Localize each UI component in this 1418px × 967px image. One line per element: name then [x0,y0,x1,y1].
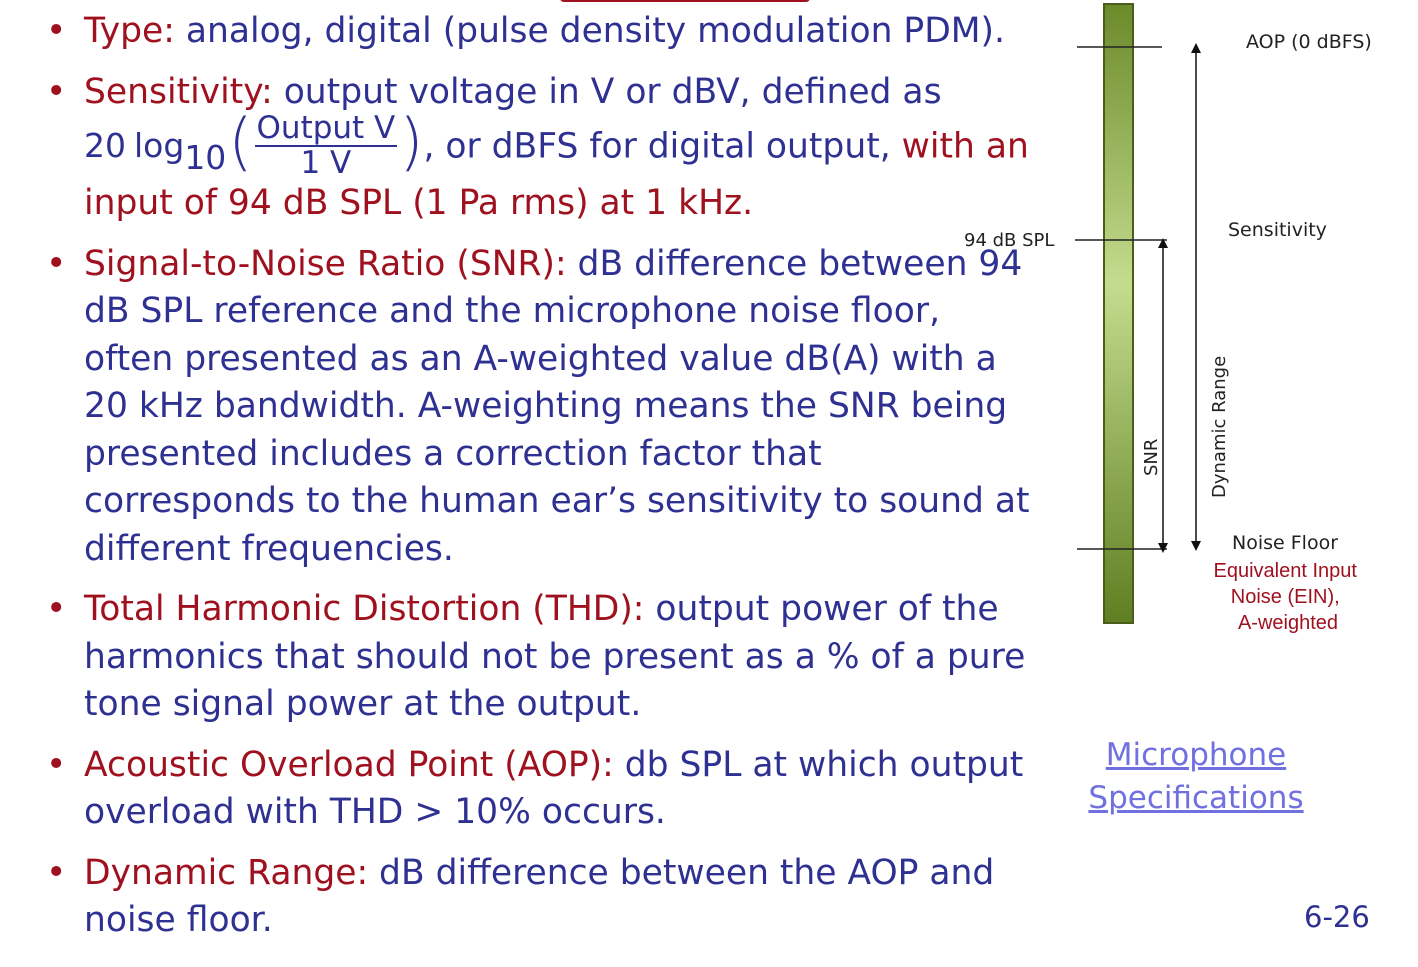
bullet-term: Signal-to-Noise Ratio (SNR): [84,243,567,284]
link-line-2: Specifications [1088,780,1304,816]
bullet-dot: • [46,11,67,51]
bullet-term: Sensitivity: [84,71,273,112]
formula-log: log [134,126,185,166]
bullet-term: Acoustic Overload Point (AOP): [84,744,614,785]
dynamic-range-label: Dynamic Range [1209,356,1230,498]
spl94-label: 94 dB SPL [964,230,1054,251]
bullet-term: Dynamic Range: [84,852,369,893]
bullet-dot: • [46,744,67,785]
bullet-text: , or dBFS for digital output, [423,126,902,167]
bullet-text: output power of the harmonics that shoul… [84,589,1026,724]
title-remnant [560,0,810,2]
bullet-thd: • Total Harmonic Distortion (THD): outpu… [40,586,1040,729]
bullet-term: Total Harmonic Distortion (THD): [84,589,645,629]
page-number: 6-26 [1304,900,1370,934]
sensitivity-formula: 20 log 10 ( Output V 1 V ) [84,105,424,181]
microphone-specifications-link[interactable]: Microphone Specifications [1086,734,1306,820]
bullet-snr: • Signal-to-Noise Ratio (SNR): dB differ… [40,241,1040,574]
ein-line-3: A-weighted [1238,612,1338,634]
bullet-text: dB difference between 94 dB SPL referenc… [84,243,1030,569]
formula-paren-close: ) [399,105,424,178]
formula-log-base: 10 [184,138,227,178]
bullet-list: • Type: analog, digital (pulse density m… [40,8,1040,958]
bullet-text: analog, digital (pulse density modulatio… [174,11,1005,51]
bullet-aop: • Acoustic Overload Point (AOP): db SPL … [40,742,1040,837]
bullet-text: db SPL at which output overload with THD… [84,744,1024,833]
bullet-dot: • [46,589,67,629]
bullet-term: Type: [84,11,175,51]
bullet-text: dB difference between the AOP and noise … [84,852,995,941]
formula-fraction: Output V 1 V [254,110,398,181]
title-remnant [770,0,805,2]
noise-floor-label: Noise Floor [1232,532,1338,554]
bullet-dynamic-range: • Dynamic Range: dB difference between t… [40,850,1040,945]
formula-numerator: Output V [254,110,398,147]
bullet-dot: • [46,243,67,284]
formula-paren-open: ( [228,105,253,178]
bullet-dot: • [46,71,67,112]
bullet-sensitivity: • Sensitivity: output voltage in V or dB… [40,69,1040,228]
bullet-text: output voltage in V or dBV, defined as [272,71,942,112]
link-line-1: Microphone [1105,737,1287,773]
snr-label: SNR [1141,439,1162,476]
ein-line-2: Noise (EIN), [1231,586,1340,608]
bullet-red-text: with an input of 94 dB SPL (1 Pa rms) at… [84,126,1029,224]
formula-coefficient: 20 [84,126,126,166]
level-bar [1103,3,1134,624]
bullet-dot: • [46,852,67,893]
formula-denominator: 1 V [300,145,352,181]
ein-label: Equivalent Input Noise (EIN), A-weighted [1214,560,1363,634]
aop-label: AOP (0 dBFS) [1246,31,1372,53]
ein-line-1: Equivalent Input [1214,560,1358,582]
bullet-type: • Type: analog, digital (pulse density m… [40,8,1040,56]
sensitivity-label: Sensitivity [1228,219,1327,241]
